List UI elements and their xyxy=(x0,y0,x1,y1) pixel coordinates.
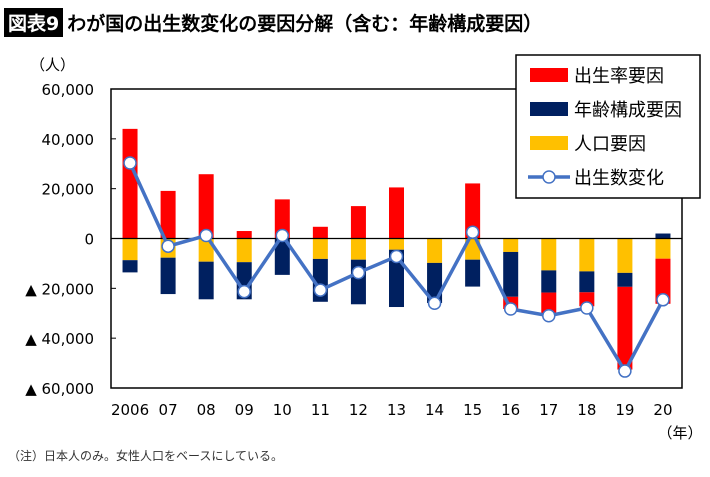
bar-birthrate xyxy=(655,258,671,304)
x-tick-label: 07 xyxy=(159,401,178,419)
legend-label: 人口要因 xyxy=(574,134,646,155)
bar-age-structure xyxy=(274,238,290,275)
title-text: わが国の出生数変化の要因分解（含む：年齢構成要因） xyxy=(67,13,543,35)
x-tick-label: 12 xyxy=(349,401,368,419)
bar-population xyxy=(198,238,214,262)
x-tick-label: 2006 xyxy=(111,401,149,419)
line-point xyxy=(199,228,213,243)
legend-swatch xyxy=(530,68,568,82)
bar-age-structure xyxy=(122,260,138,273)
line-point xyxy=(275,228,290,243)
bar-birthrate xyxy=(236,231,252,239)
bar-birthrate xyxy=(389,187,404,239)
bar-age-structure xyxy=(617,272,633,287)
line-point xyxy=(656,293,670,307)
bar-birthrate xyxy=(350,206,366,239)
bar-birthrate xyxy=(274,199,290,239)
x-tick-label: 13 xyxy=(387,401,406,419)
bar-population xyxy=(312,238,328,259)
y-tick-label: ▲ 20,000 xyxy=(25,280,94,298)
line-point xyxy=(465,225,480,240)
y-tick-label: 40,000 xyxy=(42,131,95,149)
y-tick-label: ▲ 40,000 xyxy=(25,330,94,348)
x-tick-label: 18 xyxy=(577,401,596,419)
x-tick-label: 15 xyxy=(463,401,482,419)
line-point xyxy=(427,296,442,311)
bar-population xyxy=(427,238,443,263)
bar-population xyxy=(503,238,519,252)
bar-age-structure xyxy=(503,251,519,297)
figure-label: 図表9 xyxy=(4,8,64,37)
y-tick-label: 0 xyxy=(84,231,94,249)
bar-population xyxy=(617,238,633,273)
legend-swatch xyxy=(530,136,568,150)
line-point xyxy=(580,301,594,315)
line-point xyxy=(503,302,518,316)
bar-birthrate xyxy=(122,128,138,239)
bar-population xyxy=(350,238,366,260)
bar-age-structure xyxy=(198,261,214,300)
bar-birthrate xyxy=(312,226,328,239)
y-tick-label: 20,000 xyxy=(42,181,95,199)
x-tick-label: 10 xyxy=(273,401,292,419)
legend-swatch xyxy=(530,102,568,116)
line-point xyxy=(618,364,632,378)
bar-population xyxy=(465,238,481,260)
line-point xyxy=(123,156,137,170)
x-tick-label: 17 xyxy=(539,401,558,419)
bar-population xyxy=(655,238,671,259)
y-tick-label: 60,000 xyxy=(42,81,95,99)
footnote: （注）日本人のみ。女性人口をベースにしている。 xyxy=(8,449,284,463)
line-point xyxy=(389,249,404,264)
line-point xyxy=(351,265,366,280)
bar-age-structure xyxy=(655,233,671,239)
line-point xyxy=(542,308,556,323)
bar-age-structure xyxy=(160,257,176,295)
legend-label: 出生率要因 xyxy=(574,66,664,87)
x-tick-label: 09 xyxy=(235,401,254,419)
bar-population xyxy=(389,238,404,250)
bar-birthrate xyxy=(160,190,176,239)
bar-age-structure xyxy=(579,271,595,293)
bar-age-structure xyxy=(465,259,481,287)
bar-birthrate xyxy=(198,174,214,239)
bar-age-structure xyxy=(389,249,404,308)
bar-birthrate xyxy=(541,292,557,314)
bar-population xyxy=(541,238,557,271)
x-tick-label: 08 xyxy=(197,401,216,419)
bar-population xyxy=(579,238,595,272)
bar-population xyxy=(236,238,252,263)
x-tick-label: 16 xyxy=(501,401,520,419)
bar-population xyxy=(122,238,138,261)
x-tick-label: 20 xyxy=(653,401,672,419)
bar-birthrate xyxy=(617,286,633,370)
legend-label: 年齢構成要因 xyxy=(574,100,682,121)
x-tick-label: 19 xyxy=(615,401,634,419)
y-tick-label: ▲ 60,000 xyxy=(25,380,94,398)
chart-title: 図表9 わが国の出生数変化の要因分解（含む：年齢構成要因） xyxy=(4,8,542,37)
line-point xyxy=(237,284,251,299)
x-tick-label: 14 xyxy=(425,401,444,419)
legend-label: 出生数変化 xyxy=(574,168,664,189)
legend-marker xyxy=(542,170,556,184)
line-point xyxy=(161,239,175,253)
bar-birthrate xyxy=(465,183,481,239)
line-point xyxy=(313,283,328,297)
bar-age-structure xyxy=(541,270,557,293)
y-axis-unit: （人） xyxy=(30,56,75,74)
x-tick-label: 11 xyxy=(311,401,330,419)
x-axis-unit: （年） xyxy=(657,424,702,442)
